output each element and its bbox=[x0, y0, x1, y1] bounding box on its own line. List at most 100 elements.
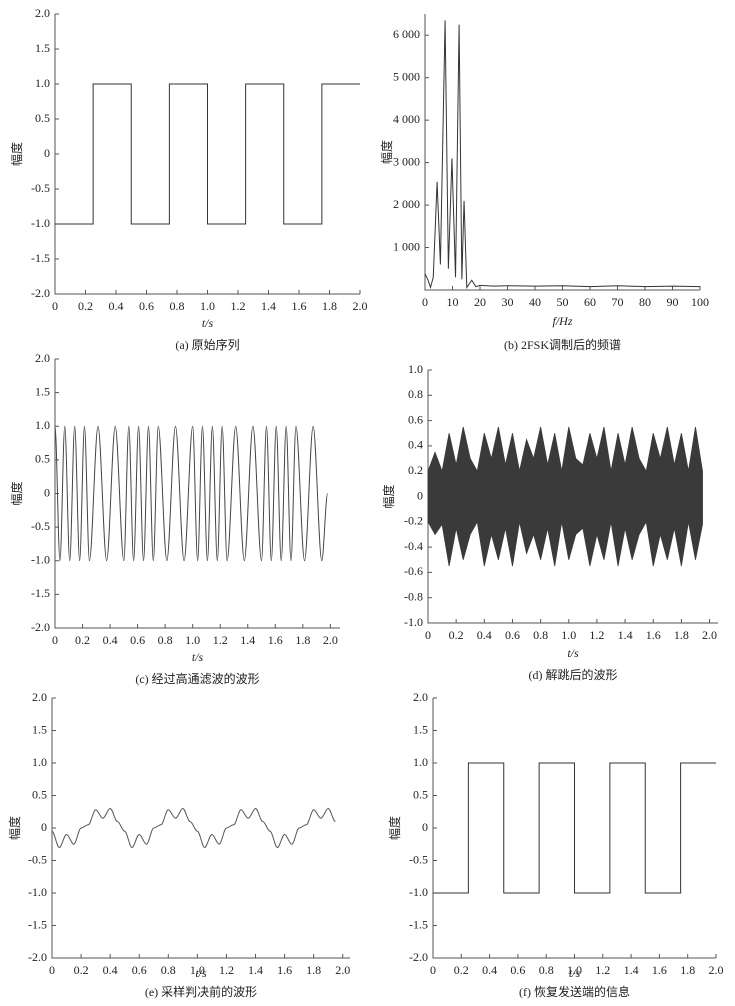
x-tick-label: 0 bbox=[430, 963, 436, 977]
x-tick-label: 50 bbox=[557, 295, 569, 309]
x-tick-label: 1.0 bbox=[190, 963, 205, 977]
x-axis-label: t/s bbox=[202, 316, 214, 330]
y-tick-label: 3 000 bbox=[393, 154, 420, 168]
x-tick-label: 2.0 bbox=[323, 633, 338, 647]
x-tick-label: 0.4 bbox=[103, 633, 118, 647]
x-tick-label: 0.8 bbox=[161, 963, 176, 977]
x-tick-label: 1.6 bbox=[292, 299, 307, 313]
y-tick-label: -1.5 bbox=[28, 917, 47, 931]
y-axis-label: 幅度 bbox=[387, 816, 402, 840]
y-tick-label: 1.5 bbox=[35, 41, 50, 55]
y-tick-label: 2.0 bbox=[32, 690, 47, 704]
x-tick-label: 0.8 bbox=[533, 628, 548, 642]
x-axis-label: t/s bbox=[569, 966, 581, 980]
caption: (a) 原始序列 bbox=[175, 337, 239, 352]
x-tick-label: 80 bbox=[639, 295, 651, 309]
x-tick-label: 1.6 bbox=[268, 633, 283, 647]
y-axis-label: 幅度 bbox=[7, 816, 22, 840]
y-tick-label: 0 bbox=[44, 485, 50, 499]
data-line bbox=[433, 762, 716, 894]
y-tick-label: 0 bbox=[417, 488, 423, 502]
y-tick-label: -2.0 bbox=[31, 620, 50, 634]
caption: (d) 解跳后的波形 bbox=[529, 667, 618, 682]
x-tick-label: 1.6 bbox=[277, 963, 292, 977]
axis-line bbox=[424, 14, 700, 291]
x-tick-label: 0.4 bbox=[477, 628, 492, 642]
y-tick-label: -1.5 bbox=[31, 586, 50, 600]
x-tick-label: 70 bbox=[612, 295, 624, 309]
x-tick-label: 0.2 bbox=[454, 963, 469, 977]
x-tick-label: 1.4 bbox=[618, 628, 633, 642]
x-tick-label: 0 bbox=[425, 628, 431, 642]
x-tick-label: 0 bbox=[422, 295, 428, 309]
y-tick-label: -1.0 bbox=[28, 885, 47, 899]
y-tick-label: -1.5 bbox=[31, 251, 50, 265]
data-line bbox=[55, 83, 360, 225]
data-line bbox=[424, 20, 701, 290]
x-tick-label: 0.2 bbox=[75, 633, 90, 647]
y-tick-label: 0 bbox=[41, 820, 47, 834]
x-tick-label: 0.4 bbox=[482, 963, 497, 977]
x-tick-label: 2.0 bbox=[353, 299, 368, 313]
x-tick-label: 20 bbox=[474, 295, 486, 309]
x-tick-label: 2.0 bbox=[335, 963, 350, 977]
x-tick-label: 1.0 bbox=[567, 963, 582, 977]
y-axis-label: 幅度 bbox=[9, 481, 24, 505]
y-tick-label: -1.0 bbox=[409, 885, 428, 899]
x-tick-label: 0.8 bbox=[539, 963, 554, 977]
y-tick-label: 1.0 bbox=[35, 418, 50, 432]
x-tick-label: 0.2 bbox=[449, 628, 464, 642]
x-tick-label: 2.0 bbox=[709, 963, 724, 977]
y-tick-label: -1.0 bbox=[404, 615, 423, 629]
data-line bbox=[51, 807, 336, 849]
y-tick-label: -0.5 bbox=[28, 852, 47, 866]
y-tick-label: -0.6 bbox=[404, 564, 423, 578]
x-tick-label: 1.0 bbox=[561, 628, 576, 642]
x-tick-label: 1.8 bbox=[680, 963, 695, 977]
y-tick-label: -2.0 bbox=[409, 950, 428, 964]
x-tick-label: 0.4 bbox=[103, 963, 118, 977]
y-tick-label: -1.5 bbox=[409, 917, 428, 931]
x-tick-label: 0 bbox=[52, 633, 58, 647]
y-tick-label: -0.5 bbox=[31, 519, 50, 533]
x-tick-label: 0.6 bbox=[510, 963, 525, 977]
y-tick-label: 0 bbox=[422, 820, 428, 834]
y-axis-label: 幅度 bbox=[381, 484, 396, 508]
x-tick-label: 2.0 bbox=[702, 628, 717, 642]
x-axis-label: t/s bbox=[195, 966, 207, 980]
x-tick-label: 0.8 bbox=[170, 299, 185, 313]
y-tick-label: 0.8 bbox=[408, 387, 423, 401]
y-tick-label: 0.5 bbox=[35, 452, 50, 466]
y-tick-label: -0.5 bbox=[31, 181, 50, 195]
x-tick-label: 1.2 bbox=[231, 299, 246, 313]
y-tick-label: 1.5 bbox=[413, 722, 428, 736]
x-tick-label: 60 bbox=[584, 295, 596, 309]
y-tick-label: -1.0 bbox=[31, 553, 50, 567]
x-tick-label: 1.8 bbox=[306, 963, 321, 977]
y-tick-label: 1.0 bbox=[35, 76, 50, 90]
x-tick-label: 40 bbox=[529, 295, 541, 309]
x-tick-label: 0.2 bbox=[78, 299, 93, 313]
y-tick-label: 0.6 bbox=[408, 412, 423, 426]
y-tick-label: -2.0 bbox=[28, 950, 47, 964]
y-tick-label: 0.5 bbox=[413, 787, 428, 801]
y-tick-label: 0.4 bbox=[408, 438, 423, 452]
y-tick-label: 6 000 bbox=[393, 27, 420, 41]
signal-band bbox=[427, 426, 703, 567]
axis-line bbox=[54, 359, 340, 629]
y-tick-label: 0.2 bbox=[408, 463, 423, 477]
y-tick-label: 1.0 bbox=[413, 755, 428, 769]
x-tick-label: 100 bbox=[691, 295, 709, 309]
y-tick-label: 1.0 bbox=[408, 362, 423, 376]
x-axis-label: t/s bbox=[192, 650, 204, 664]
data-line bbox=[54, 425, 329, 562]
x-tick-label: 1.4 bbox=[261, 299, 276, 313]
y-tick-label: -0.8 bbox=[404, 589, 423, 603]
caption: (f) 恢复发送端的信息 bbox=[519, 984, 630, 999]
y-tick-label: 2.0 bbox=[35, 6, 50, 20]
y-tick-label: 0.5 bbox=[32, 787, 47, 801]
x-tick-label: 1.8 bbox=[295, 633, 310, 647]
x-tick-label: 0.6 bbox=[505, 628, 520, 642]
y-tick-label: 4 000 bbox=[393, 112, 420, 126]
